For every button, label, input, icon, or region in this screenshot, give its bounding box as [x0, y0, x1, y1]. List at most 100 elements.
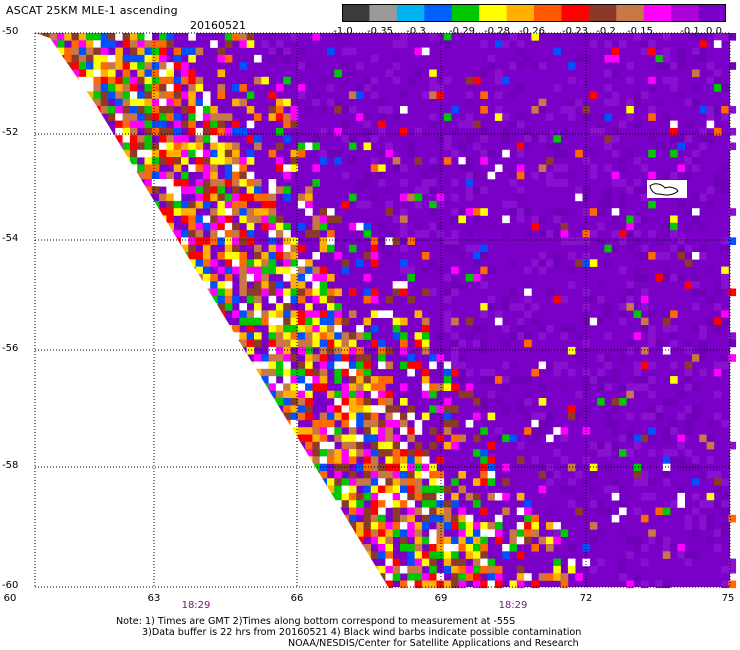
- wind-cell: [407, 434, 415, 443]
- wind-cell: [567, 412, 576, 421]
- wind-cell: [553, 259, 561, 267]
- wind-cell: [421, 383, 430, 391]
- wind-cell: [370, 536, 379, 545]
- wind-cell: [239, 230, 247, 238]
- wind-cell: [706, 456, 715, 464]
- wind-cell: [100, 47, 109, 56]
- wind-cell: [516, 164, 525, 172]
- wind-cell: [509, 544, 518, 552]
- wind-cell: [480, 398, 488, 406]
- wind-cell: [516, 113, 525, 121]
- wind-cell: [181, 91, 189, 99]
- wind-cell: [465, 120, 474, 129]
- wind-cell: [429, 200, 437, 209]
- wind-cell: [575, 390, 583, 399]
- wind-cell: [677, 500, 685, 508]
- wind-cell: [290, 252, 299, 260]
- wind-cell: [348, 376, 357, 384]
- wind-cell: [538, 98, 547, 107]
- wind-cell: [421, 500, 430, 508]
- wind-cell: [473, 171, 481, 180]
- wind-cell: [640, 244, 649, 253]
- wind-cell: [348, 368, 357, 377]
- map-title: ASCAT 25KM MLE-1 ascending: [6, 4, 178, 17]
- wind-cell: [297, 288, 306, 297]
- wind-cell: [327, 47, 335, 56]
- wind-cell: [648, 361, 656, 370]
- wind-cell: [363, 222, 372, 231]
- wind-cell: [619, 237, 627, 245]
- wind-cell: [662, 33, 671, 41]
- wind-cell: [473, 529, 481, 537]
- wind-cell: [144, 106, 153, 114]
- wind-cell: [626, 434, 634, 443]
- wind-cell: [348, 383, 357, 391]
- wind-cell: [224, 200, 233, 209]
- wind-cell: [487, 471, 496, 479]
- wind-cell: [451, 478, 459, 486]
- wind-cell: [224, 40, 233, 48]
- wind-cell: [443, 500, 452, 508]
- wind-cell: [713, 303, 722, 311]
- wind-cell: [473, 252, 481, 260]
- wind-cell: [553, 565, 561, 574]
- wind-cell: [246, 266, 255, 275]
- wind-cell: [692, 54, 700, 63]
- wind-cell: [370, 383, 379, 391]
- wind-cell: [268, 193, 277, 202]
- wind-cell: [283, 332, 291, 340]
- wind-cell: [312, 91, 320, 99]
- wind-cell: [473, 259, 481, 267]
- wind-cell: [611, 244, 620, 253]
- colorbar-label: -0.28: [484, 26, 510, 37]
- wind-cell: [188, 120, 196, 129]
- wind-cell: [516, 40, 525, 48]
- wind-cell: [604, 303, 612, 311]
- wind-cell: [677, 237, 685, 245]
- wind-cell: [166, 33, 174, 41]
- wind-cell: [713, 471, 722, 479]
- wind-cell: [655, 142, 664, 151]
- wind-cell: [706, 135, 715, 143]
- wind-cell: [684, 98, 693, 107]
- wind-cell: [648, 529, 656, 537]
- wind-cell: [699, 368, 707, 377]
- wind-cell: [115, 127, 123, 136]
- wind-cell: [144, 186, 153, 194]
- wind-cell: [290, 376, 299, 384]
- wind-cell: [443, 33, 452, 41]
- wind-cell: [356, 376, 364, 384]
- wind-cell: [283, 135, 291, 143]
- wind-cell: [465, 164, 474, 172]
- wind-cell: [473, 558, 481, 567]
- wind-cell: [341, 346, 350, 355]
- wind-cell: [429, 507, 437, 516]
- wind-cell: [553, 215, 561, 224]
- wind-cell: [341, 383, 350, 391]
- wind-cell: [261, 376, 269, 384]
- wind-cell: [721, 244, 729, 253]
- wind-cell: [327, 98, 335, 107]
- wind-cell: [246, 171, 255, 180]
- wind-cell: [721, 84, 729, 92]
- wind-cell: [348, 69, 357, 78]
- wind-cell: [443, 376, 452, 384]
- wind-cell: [202, 164, 211, 172]
- wind-cell: [648, 171, 656, 180]
- wind-cell: [611, 485, 620, 494]
- wind-cell: [202, 273, 211, 282]
- wind-cell: [451, 237, 459, 245]
- wind-cell: [429, 485, 437, 494]
- wind-cell: [648, 76, 656, 85]
- wind-cell: [524, 390, 532, 399]
- wind-cell: [86, 54, 94, 63]
- wind-cell: [334, 317, 342, 326]
- wind-cell: [436, 522, 445, 530]
- wind-cell: [283, 113, 291, 121]
- wind-cell: [597, 113, 605, 121]
- wind-cell: [640, 317, 649, 326]
- wind-cell: [662, 142, 671, 151]
- wind-cell: [699, 40, 707, 48]
- wind-cell: [100, 33, 109, 41]
- wind-cell: [706, 295, 715, 304]
